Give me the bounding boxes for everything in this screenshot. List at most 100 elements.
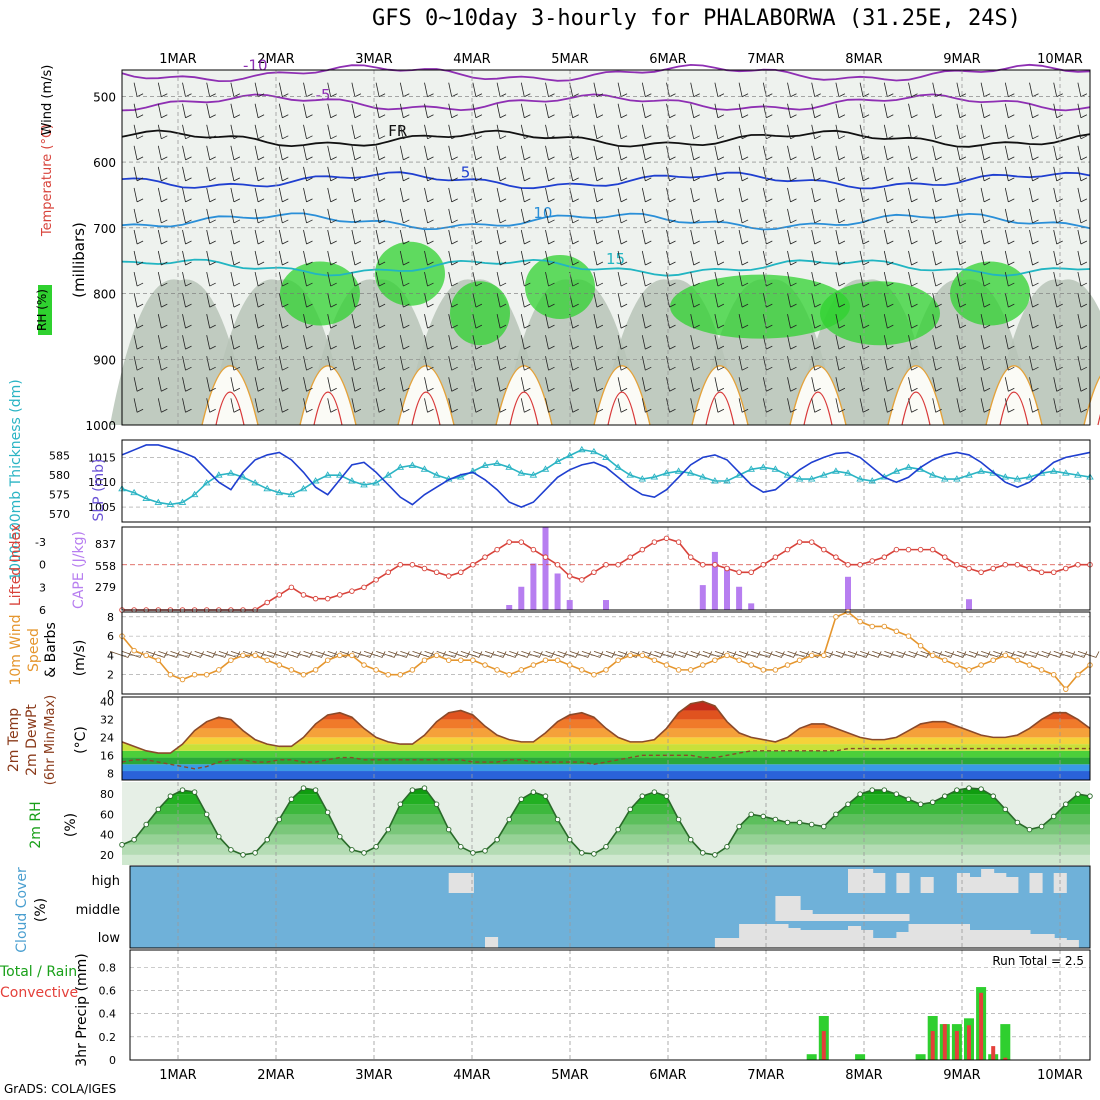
rh-series-point — [1075, 791, 1081, 797]
wind-barb — [666, 314, 676, 329]
lifted-index-series-point — [1075, 561, 1081, 568]
wind-barb — [182, 293, 192, 308]
wind-barb — [641, 398, 652, 413]
wind-barb — [230, 651, 253, 658]
wind-barb — [327, 103, 337, 119]
wind-barb — [932, 314, 942, 329]
wind-speed-series-point — [978, 662, 984, 668]
wind-barb — [206, 314, 216, 329]
lifted-index-series-point — [1026, 565, 1033, 572]
date-label-bottom: 10MAR — [1037, 1068, 1083, 1083]
rh-series-point — [276, 816, 283, 823]
wind-barb — [157, 103, 168, 119]
wind-barb — [908, 356, 918, 371]
wind-barb — [618, 651, 640, 658]
wind-barb — [980, 208, 991, 224]
rh-blob-green — [450, 281, 510, 346]
wind-barb — [278, 398, 289, 413]
wind-barb — [460, 651, 483, 658]
wind-barb — [399, 250, 410, 266]
wind-barb — [908, 271, 918, 287]
wind-barb — [690, 271, 700, 287]
wind-barb — [787, 208, 797, 224]
wind-barb — [666, 335, 676, 350]
wind-barb — [327, 124, 337, 140]
wind-barb — [714, 208, 725, 224]
rh-series-point — [264, 836, 270, 843]
wind-barb — [714, 293, 725, 308]
lifted-index-series-point — [942, 554, 948, 560]
wind-barb — [738, 145, 749, 161]
wind-barb — [811, 250, 821, 266]
wind-barb — [932, 166, 942, 182]
slp-tick: 1005 — [88, 501, 116, 514]
wind-barb — [254, 377, 265, 392]
wind-barb — [182, 187, 192, 203]
thickness-series-point — [759, 463, 768, 470]
wind-barb — [690, 124, 700, 140]
precip-tick: 0 — [109, 1054, 116, 1067]
lifted-index-series-point — [300, 592, 307, 598]
wind-barb — [436, 651, 459, 658]
thickness-series-point — [505, 463, 513, 470]
cloud-cell-low — [823, 930, 837, 948]
rh-series-point — [748, 811, 754, 818]
cloud-cell-high — [956, 873, 970, 893]
wind-barb — [593, 145, 604, 161]
wind-barb — [339, 651, 362, 658]
rh-series-point — [119, 842, 125, 848]
wind-barb — [375, 124, 386, 140]
lifted-index-series-point — [554, 561, 561, 568]
wind-barb — [617, 145, 628, 161]
profile-y-tick: 1000 — [85, 419, 116, 433]
cloud-cell-low — [485, 937, 499, 948]
rh-tick: 60 — [100, 808, 114, 821]
cape-axis-label: CAPE (J/kg) — [71, 531, 87, 609]
wind-barb — [375, 187, 386, 203]
rh-series-point — [724, 844, 730, 850]
wind-barb — [254, 293, 265, 308]
thickness-series-point — [1013, 475, 1022, 482]
wind-barb — [520, 82, 531, 98]
wind-barb — [1053, 271, 1063, 287]
li-frame — [121, 526, 1091, 611]
wind-barb — [230, 103, 241, 119]
wind-barb — [254, 145, 265, 161]
wind-barb — [375, 398, 386, 413]
thickness-series — [121, 448, 1091, 506]
cloud-cell-low — [860, 930, 874, 948]
wind-barb — [1029, 229, 1039, 245]
wind-barb — [835, 229, 846, 245]
wind-barb — [811, 377, 821, 392]
pressure-axis-label: (millibars) — [70, 222, 88, 298]
wind-barb — [254, 314, 265, 329]
wind-barb — [872, 651, 894, 658]
wind-barb — [133, 335, 144, 350]
thickness-series-point — [336, 471, 344, 478]
wind-barb — [399, 314, 410, 329]
wind-barb — [1029, 293, 1039, 308]
wind-barb — [157, 335, 168, 350]
wind-barb — [399, 187, 410, 203]
wind-speed-series-point — [216, 667, 222, 673]
rh-series-point — [191, 789, 198, 795]
wind-tick: 2 — [107, 669, 114, 682]
cloud-cell-middle — [775, 896, 789, 921]
wind-barb — [327, 166, 337, 182]
profile-grid — [177, 70, 1061, 425]
wind-speed-series-point — [143, 652, 149, 659]
wind-barb — [908, 314, 918, 329]
wind-barb — [883, 208, 894, 224]
cloud-cell-high — [1029, 873, 1043, 893]
cloud-cell-low — [896, 932, 910, 948]
lifted-index-series-point — [651, 539, 658, 545]
wind-barb — [1077, 124, 1088, 140]
wind-barb — [593, 356, 604, 371]
wind-speed-series-point — [1063, 686, 1069, 692]
wind-barb — [980, 250, 991, 266]
wind-barb — [375, 166, 386, 182]
wind-barb — [278, 208, 289, 224]
precip-total-label: Total / Rain — [0, 964, 77, 980]
lifted-index-series-point — [736, 569, 742, 576]
date-label-top: 1MAR — [159, 52, 196, 67]
